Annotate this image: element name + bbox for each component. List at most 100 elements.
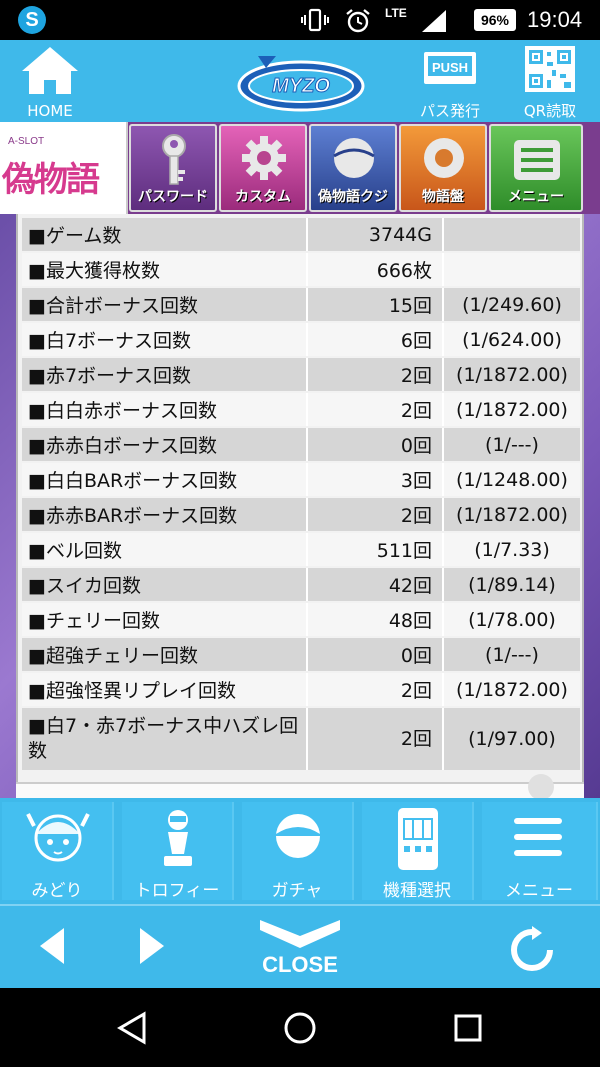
- close-button[interactable]: CLOSE: [258, 918, 342, 982]
- stat-count: 2回: [308, 708, 444, 770]
- reload-icon[interactable]: [508, 926, 556, 974]
- network-type: LTE: [385, 6, 407, 20]
- alarm-icon: [344, 8, 372, 39]
- stat-rate: (1/1872.00): [444, 358, 580, 391]
- forward-arrow-icon[interactable]: [136, 926, 168, 966]
- tab-password-label: パスワード: [138, 189, 208, 205]
- stat-count: 15回: [308, 288, 444, 321]
- nisemonogatari-logo[interactable]: A-SLOT 偽物語: [0, 122, 128, 214]
- table-row: ■赤赤BARボーナス回数 2回 (1/1872.00): [22, 498, 580, 531]
- android-back-icon[interactable]: [114, 1010, 150, 1046]
- signal-icon: [422, 10, 446, 32]
- stat-count: 666枚: [308, 253, 444, 286]
- table-row: ■最大獲得枚数 666枚: [22, 253, 580, 286]
- stat-count: 6回: [308, 323, 444, 356]
- stat-rate: (1/7.33): [444, 533, 580, 566]
- table-row: ■赤7ボーナス回数 2回 (1/1872.00): [22, 358, 580, 391]
- stat-rate: (1/78.00): [444, 603, 580, 636]
- disc-icon: [424, 138, 464, 178]
- panel-footer: [16, 782, 584, 798]
- nav-gacha-label: ガチャ: [271, 881, 323, 901]
- myzo-logo[interactable]: MYZO: [236, 48, 366, 114]
- stat-name: ■白7・赤7ボーナス中ハズレ回数: [22, 708, 308, 770]
- top-header: HOME MYZO PUSH パス発行 QR読取: [0, 40, 600, 122]
- tab-password[interactable]: パスワード: [129, 124, 217, 212]
- nav-item-machine-select[interactable]: 機種選択: [362, 802, 474, 901]
- hamburger-menu-icon: [514, 818, 562, 856]
- android-home-icon[interactable]: [282, 1010, 318, 1046]
- stat-count: 0回: [308, 428, 444, 461]
- tab-custom[interactable]: カスタム: [219, 124, 307, 212]
- stat-count: 3回: [308, 463, 444, 496]
- stat-name: ■白7ボーナス回数: [22, 323, 308, 356]
- nav-item-trophy[interactable]: トロフィー: [122, 802, 234, 901]
- stat-name: ■ベル回数: [22, 533, 308, 566]
- stat-name: ■赤7ボーナス回数: [22, 358, 308, 391]
- back-arrow-icon[interactable]: [36, 926, 68, 966]
- qr-code-icon: [525, 46, 575, 92]
- table-row: ■超強怪異リプレイ回数 2回 (1/1872.00): [22, 673, 580, 706]
- table-row: ■白7・赤7ボーナス中ハズレ回数 2回 (1/97.00): [22, 708, 580, 770]
- table-row: ■合計ボーナス回数 15回 (1/249.60): [22, 288, 580, 321]
- stat-count: 42回: [308, 568, 444, 601]
- table-row: ■赤赤白ボーナス回数 0回 (1/---): [22, 428, 580, 461]
- issue-pass-button[interactable]: PUSH パス発行: [412, 44, 488, 121]
- nav-item-menu[interactable]: メニュー: [482, 802, 598, 901]
- qr-read-button[interactable]: QR読取: [512, 44, 588, 121]
- tab-story-board-label: 物語盤: [422, 189, 464, 205]
- android-nav-bar: [0, 988, 600, 1067]
- character-avatar-icon: [26, 813, 90, 862]
- slot-machine-icon: [398, 808, 438, 870]
- push-badge: PUSH: [432, 60, 468, 75]
- stat-rate: (1/1248.00): [444, 463, 580, 496]
- stat-rate: (1/249.60): [444, 288, 580, 321]
- stat-name: ■チェリー回数: [22, 603, 308, 636]
- lottery-ball-icon: [333, 138, 375, 178]
- stat-rate: (1/89.14): [444, 568, 580, 601]
- stat-count: 0回: [308, 638, 444, 671]
- nav-item-midori[interactable]: みどり: [2, 802, 114, 901]
- nav-midori-label: みどり: [31, 881, 83, 901]
- qr-read-label: QR読取: [523, 102, 577, 120]
- nav-trophy-label: トロフィー: [134, 881, 220, 901]
- table-row: ■白7ボーナス回数 6回 (1/624.00): [22, 323, 580, 356]
- trophy-figure-icon: [164, 810, 192, 866]
- stat-name: ■白白BARボーナス回数: [22, 463, 308, 496]
- browser-control-bar: CLOSE: [0, 904, 600, 988]
- stat-name: ■白白赤ボーナス回数: [22, 393, 308, 426]
- android-recents-icon[interactable]: [450, 1010, 486, 1046]
- stat-name: ■ゲーム数: [22, 218, 308, 251]
- nav-item-gacha[interactable]: ガチャ: [242, 802, 354, 901]
- stat-count: 511回: [308, 533, 444, 566]
- stats-table: ■ゲーム数 3744G ■最大獲得枚数 666枚 ■合計ボーナス回数 15回 (1/24…: [22, 216, 580, 772]
- table-row: ■超強チェリー回数 0回 (1/---): [22, 638, 580, 671]
- logo-text: MYZO: [272, 75, 330, 97]
- stat-name: ■超強怪異リプレイ回数: [22, 673, 308, 706]
- home-button[interactable]: HOME: [10, 44, 90, 120]
- tab-menu[interactable]: メニュー: [489, 124, 583, 212]
- push-pass-icon: PUSH: [424, 52, 476, 84]
- app-notification-icon: S: [18, 6, 46, 34]
- slot-menu-bar: A-SLOT 偽物語 パスワード カスタム 偽物語クジ 物語盤: [0, 122, 600, 214]
- stat-name: ■赤赤BARボーナス回数: [22, 498, 308, 531]
- tab-custom-label: カスタム: [235, 189, 291, 205]
- tab-lottery[interactable]: 偽物語クジ: [309, 124, 397, 212]
- stat-count: 2回: [308, 393, 444, 426]
- nav-machine-select-label: 機種選択: [383, 881, 451, 901]
- gear-icon: [242, 136, 286, 180]
- battery-indicator: 96%: [474, 9, 516, 31]
- stat-count: 2回: [308, 358, 444, 391]
- nav-menu-label: メニュー: [505, 881, 573, 901]
- clock: 19:04: [527, 7, 583, 32]
- home-icon: [22, 47, 78, 94]
- stat-name: ■赤赤白ボーナス回数: [22, 428, 308, 461]
- tab-menu-label: メニュー: [508, 189, 564, 205]
- content-area: ■ゲーム数 3744G ■最大獲得枚数 666枚 ■合計ボーナス回数 15回 (1/24…: [0, 214, 600, 798]
- table-row: ■白白BARボーナス回数 3回 (1/1248.00): [22, 463, 580, 496]
- bottom-nav: みどり トロフィー ガチャ 機種選択 メニュー: [0, 798, 600, 904]
- issue-pass-label: パス発行: [419, 102, 480, 120]
- stat-count: 48回: [308, 603, 444, 636]
- stat-rate: (1/1872.00): [444, 498, 580, 531]
- tab-story-board[interactable]: 物語盤: [399, 124, 487, 212]
- scroll-thumb[interactable]: [528, 774, 554, 798]
